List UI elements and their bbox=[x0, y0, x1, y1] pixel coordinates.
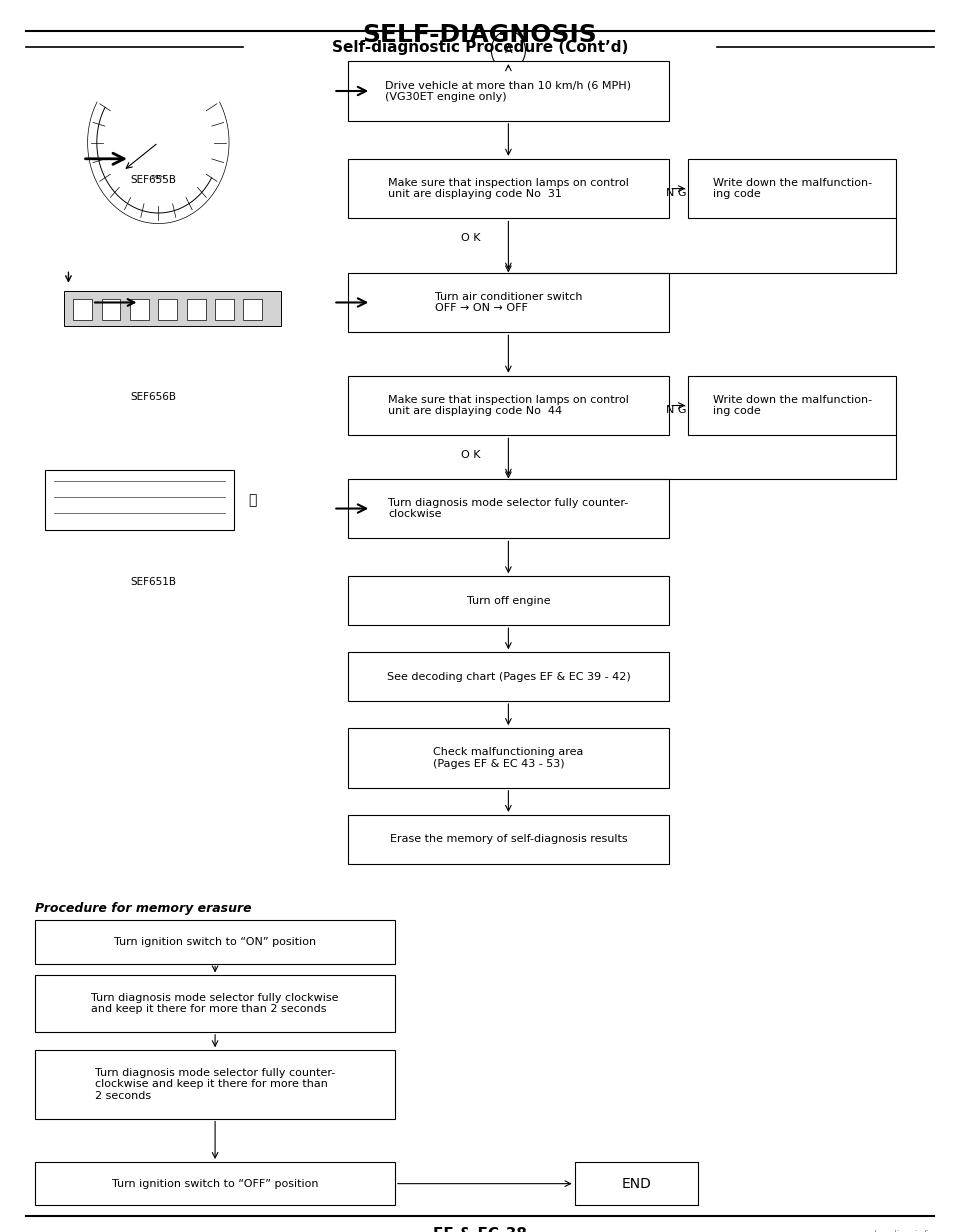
Text: O K: O K bbox=[461, 450, 480, 460]
Text: SEF656B: SEF656B bbox=[131, 392, 177, 403]
Text: Procedure for memory erasure: Procedure for memory erasure bbox=[36, 902, 252, 914]
FancyBboxPatch shape bbox=[36, 1162, 395, 1205]
FancyBboxPatch shape bbox=[36, 976, 395, 1032]
Text: Check malfunctioning area
(Pages EF & EC 43 - 53): Check malfunctioning area (Pages EF & EC… bbox=[433, 747, 584, 769]
FancyBboxPatch shape bbox=[36, 920, 395, 963]
Text: Turn off engine: Turn off engine bbox=[467, 596, 550, 606]
Text: SEF655B: SEF655B bbox=[131, 175, 177, 186]
Text: MPH: MPH bbox=[152, 175, 165, 180]
FancyBboxPatch shape bbox=[348, 728, 669, 787]
Text: SEF651B: SEF651B bbox=[131, 577, 177, 586]
Text: Turn ignition switch to “OFF” position: Turn ignition switch to “OFF” position bbox=[111, 1179, 319, 1189]
Text: Turn diagnosis mode selector fully clockwise
and keep it there for more than 2 s: Turn diagnosis mode selector fully clock… bbox=[91, 993, 339, 1014]
Text: N G: N G bbox=[665, 188, 686, 198]
FancyBboxPatch shape bbox=[348, 376, 669, 435]
Text: Write down the malfunction-
ing code: Write down the malfunction- ing code bbox=[712, 394, 872, 416]
FancyBboxPatch shape bbox=[348, 652, 669, 701]
Text: N G: N G bbox=[665, 405, 686, 415]
Text: Drive vehicle at more than 10 km/h (6 MPH)
(VG30ET engine only): Drive vehicle at more than 10 km/h (6 MP… bbox=[385, 80, 632, 102]
Text: SELF-DIAGNOSIS: SELF-DIAGNOSIS bbox=[363, 23, 597, 47]
FancyBboxPatch shape bbox=[348, 62, 669, 121]
FancyBboxPatch shape bbox=[244, 298, 262, 320]
Text: Turn diagnosis mode selector fully counter-
clockwise: Turn diagnosis mode selector fully count… bbox=[388, 498, 629, 520]
Text: END: END bbox=[621, 1177, 651, 1190]
FancyBboxPatch shape bbox=[575, 1162, 698, 1205]
Text: Write down the malfunction-
ing code: Write down the malfunction- ing code bbox=[712, 177, 872, 200]
Text: Self-diagnostic Procedure (Cont’d): Self-diagnostic Procedure (Cont’d) bbox=[332, 39, 628, 54]
FancyBboxPatch shape bbox=[348, 577, 669, 625]
FancyBboxPatch shape bbox=[348, 159, 669, 218]
Text: Erase the memory of self-diagnosis results: Erase the memory of self-diagnosis resul… bbox=[390, 834, 627, 844]
FancyBboxPatch shape bbox=[348, 272, 669, 333]
FancyBboxPatch shape bbox=[186, 298, 205, 320]
Text: Turn diagnosis mode selector fully counter-
clockwise and keep it there for more: Turn diagnosis mode selector fully count… bbox=[95, 1068, 335, 1101]
Text: See decoding chart (Pages EF & EC 39 - 42): See decoding chart (Pages EF & EC 39 - 4… bbox=[387, 671, 631, 681]
FancyBboxPatch shape bbox=[36, 1050, 395, 1119]
FancyBboxPatch shape bbox=[215, 298, 234, 320]
FancyBboxPatch shape bbox=[688, 376, 897, 435]
Text: Make sure that inspection lamps on control
unit are displaying code No  44: Make sure that inspection lamps on contr… bbox=[388, 394, 629, 416]
Text: carmanualsonline.info: carmanualsonline.info bbox=[826, 1231, 934, 1232]
FancyBboxPatch shape bbox=[102, 298, 120, 320]
FancyBboxPatch shape bbox=[130, 298, 149, 320]
FancyBboxPatch shape bbox=[63, 291, 281, 325]
FancyBboxPatch shape bbox=[688, 159, 897, 218]
FancyBboxPatch shape bbox=[45, 471, 234, 530]
FancyBboxPatch shape bbox=[348, 814, 669, 864]
Text: Turn air conditioner switch
OFF → ON → OFF: Turn air conditioner switch OFF → ON → O… bbox=[435, 292, 582, 313]
Text: O K: O K bbox=[461, 233, 480, 243]
FancyBboxPatch shape bbox=[348, 479, 669, 538]
FancyBboxPatch shape bbox=[73, 298, 92, 320]
FancyBboxPatch shape bbox=[158, 298, 178, 320]
Text: EF & EC-38: EF & EC-38 bbox=[433, 1227, 527, 1232]
Text: ✋: ✋ bbox=[249, 493, 257, 506]
Text: Turn ignition switch to “ON” position: Turn ignition switch to “ON” position bbox=[114, 936, 316, 947]
Text: A: A bbox=[505, 46, 513, 55]
Text: Make sure that inspection lamps on control
unit are displaying code No  31: Make sure that inspection lamps on contr… bbox=[388, 177, 629, 200]
